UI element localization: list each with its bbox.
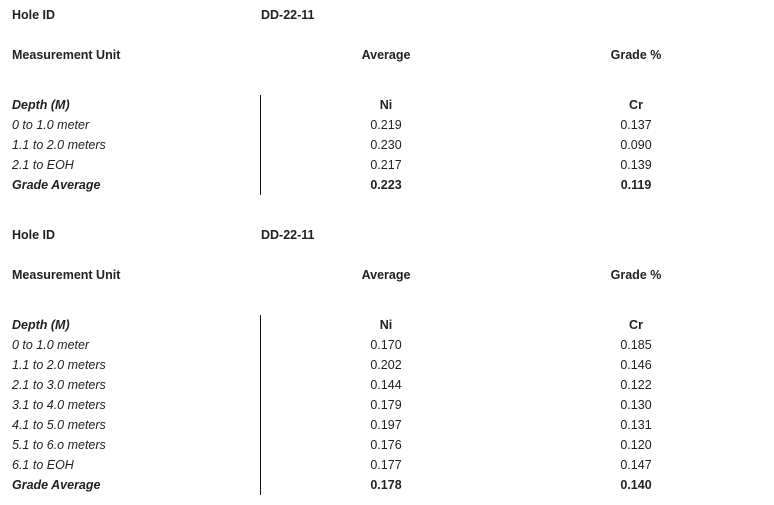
depth-cell: Depth (M)	[12, 318, 70, 332]
cr-cell: 0.090	[620, 138, 652, 152]
ni-cell: 0.170	[370, 338, 402, 352]
cr-cell: 0.137	[620, 118, 652, 132]
cr-cell: 0.146	[620, 358, 652, 372]
cr-cell: 0.139	[620, 158, 652, 172]
depth-cell: 2.1 to 3.0 meters	[12, 378, 106, 392]
depth-cell: Grade Average	[12, 478, 101, 492]
hole-id: DD-22-11	[261, 228, 315, 242]
cr-cell: Cr	[629, 318, 643, 332]
ni-cell: 0.176	[370, 438, 402, 452]
cr-cell: 0.140	[620, 478, 652, 492]
ni-cell: 0.219	[370, 118, 402, 132]
hole-id-label: Hole ID	[12, 228, 56, 242]
ni-cell: 0.223	[370, 178, 402, 192]
average-label: Average	[361, 48, 411, 62]
cr-cell: Cr	[629, 98, 643, 112]
average-label: Average	[361, 268, 411, 282]
depth-cell: 3.1 to 4.0 meters	[12, 398, 106, 412]
depth-cell: 1.1 to 2.0 meters	[12, 358, 106, 372]
depth-cell: 1.1 to 2.0 meters	[12, 138, 106, 152]
hole-id-label: Hole ID	[12, 8, 56, 22]
depth-cell: Grade Average	[12, 178, 101, 192]
cr-cell: 0.131	[620, 418, 652, 432]
cr-cell: 0.185	[620, 338, 652, 352]
ni-cell: 0.197	[370, 418, 402, 432]
cr-cell: 0.119	[620, 178, 652, 192]
grade-label: Grade %	[610, 268, 662, 282]
ni-cell: 0.230	[370, 138, 402, 152]
grade-label: Grade %	[610, 48, 662, 62]
depth-cell: 0 to 1.0 meter	[12, 118, 90, 132]
ni-cell: 0.144	[370, 378, 402, 392]
divider	[260, 315, 261, 495]
depth-cell: Depth (M)	[12, 98, 70, 112]
depth-cell: 0 to 1.0 meter	[12, 338, 90, 352]
ni-cell: Ni	[379, 98, 393, 112]
ni-cell: 0.179	[370, 398, 402, 412]
ni-cell: Ni	[379, 318, 393, 332]
cr-cell: 0.122	[620, 378, 652, 392]
hole-id: DD-22-11	[261, 8, 315, 22]
ni-cell: 0.177	[370, 458, 402, 472]
unit-label: Measurement Unit	[12, 48, 121, 62]
ni-cell: 0.217	[370, 158, 402, 172]
ni-cell: 0.202	[370, 358, 402, 372]
depth-cell: 4.1 to 5.0 meters	[12, 418, 106, 432]
ni-cell: 0.178	[370, 478, 402, 492]
unit-label: Measurement Unit	[12, 268, 121, 282]
cr-cell: 0.147	[620, 458, 652, 472]
depth-cell: 5.1 to 6.o meters	[12, 438, 106, 452]
cr-cell: 0.130	[620, 398, 652, 412]
depth-cell: 2.1 to EOH	[12, 158, 74, 172]
depth-cell: 6.1 to EOH	[12, 458, 74, 472]
divider	[260, 95, 261, 195]
cr-cell: 0.120	[620, 438, 652, 452]
